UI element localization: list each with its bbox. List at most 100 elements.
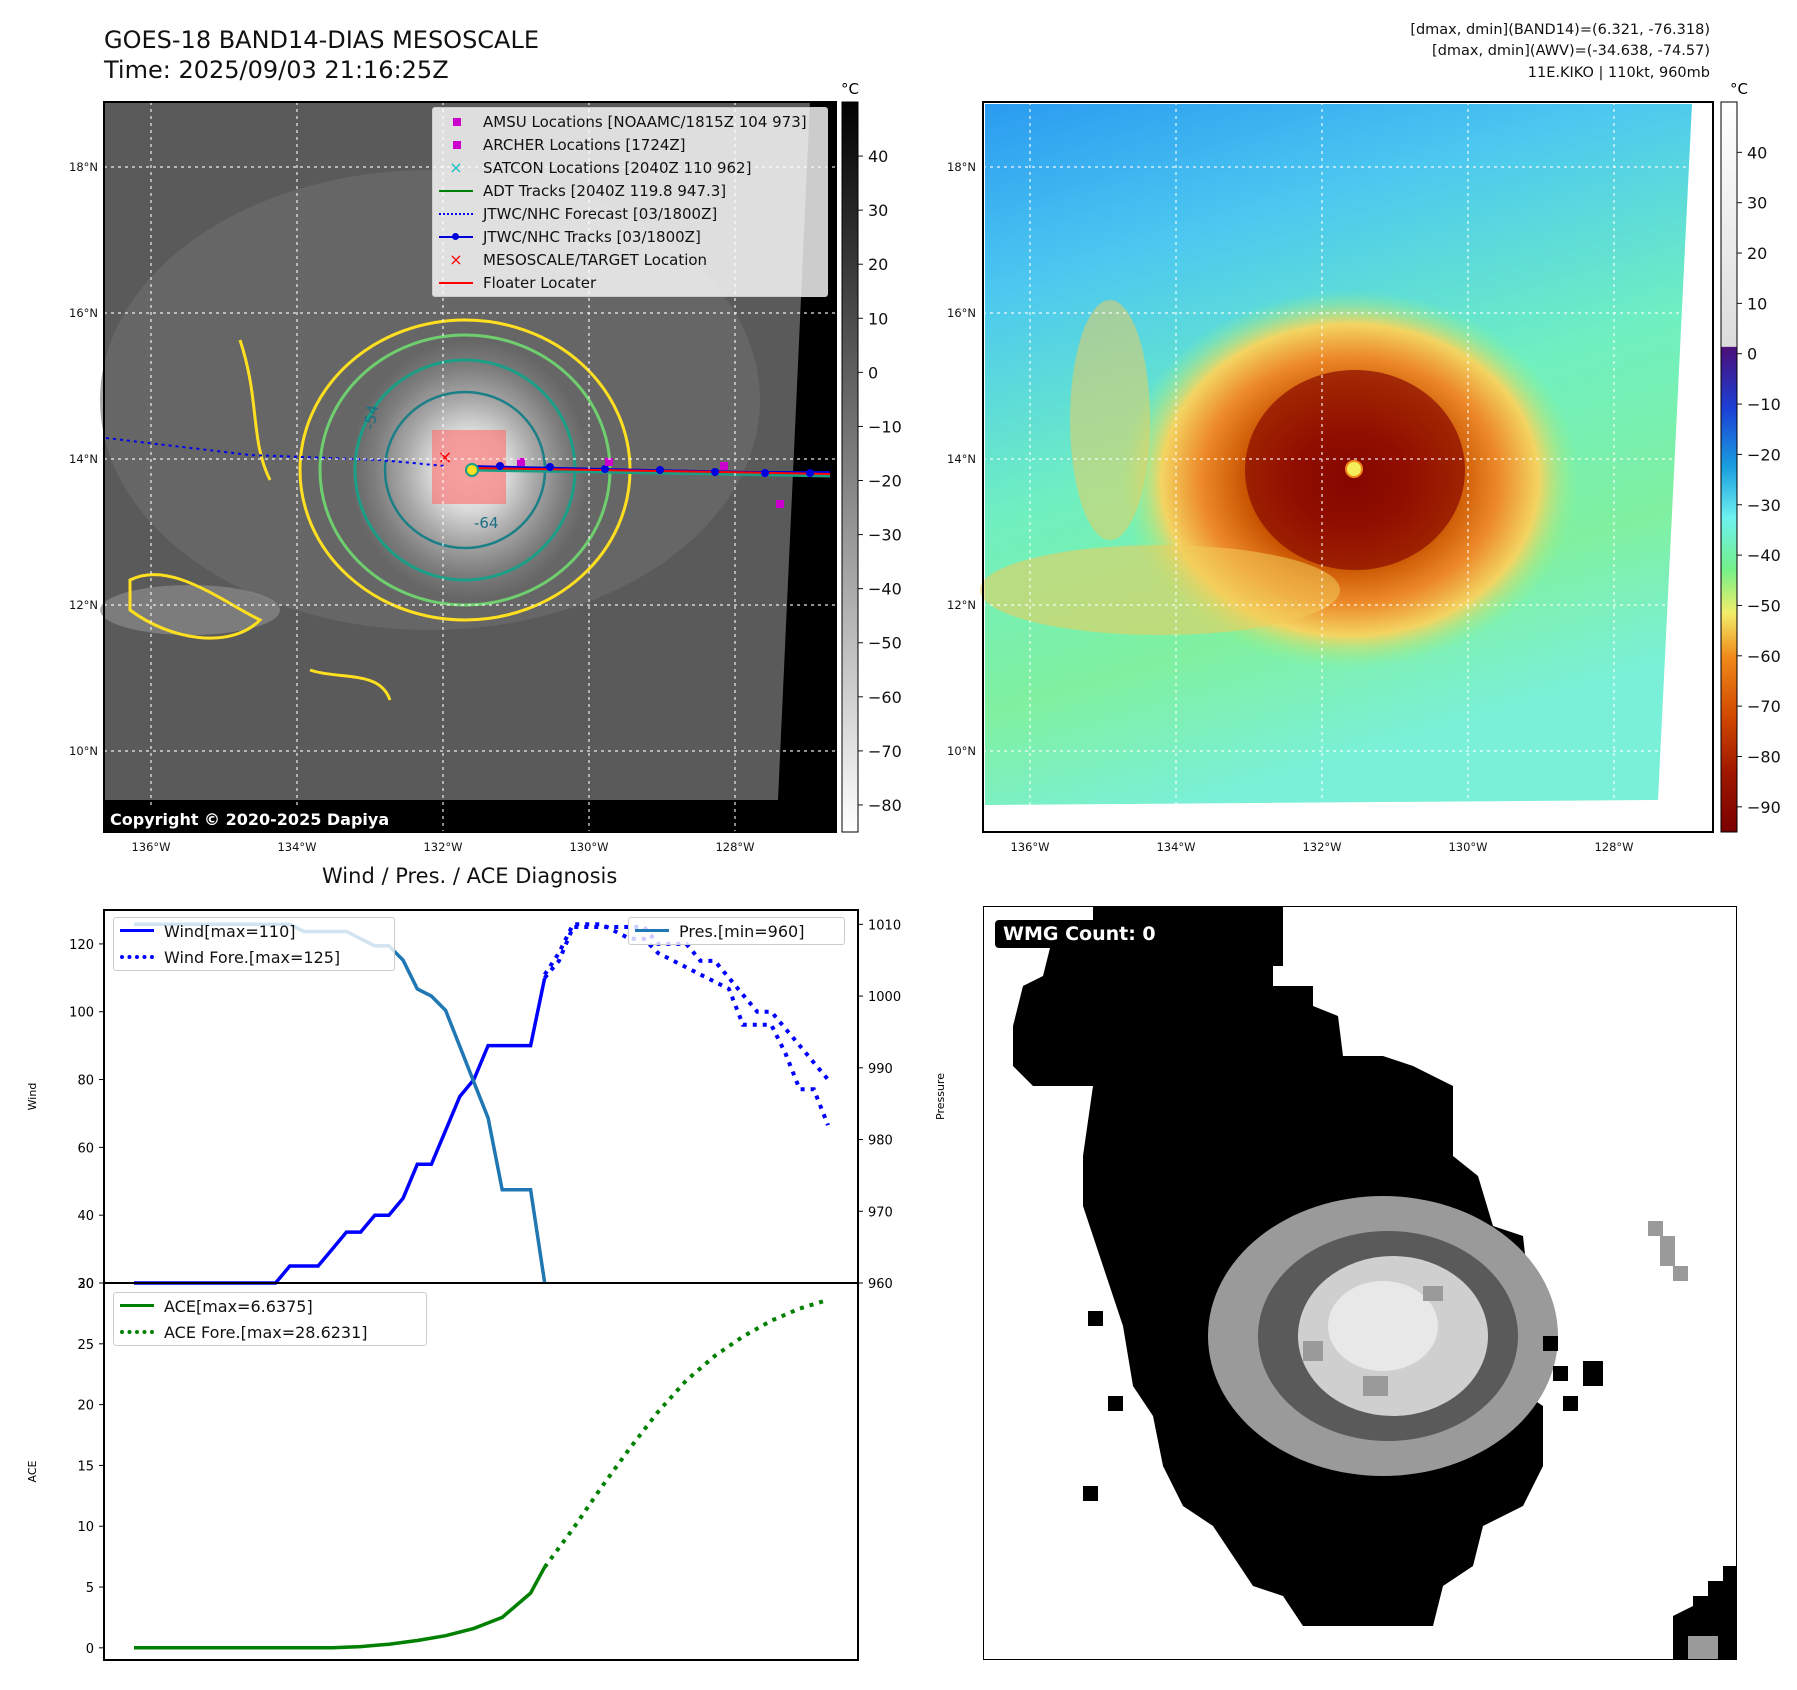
ace-axis-ytick-label: 0 xyxy=(86,1642,94,1657)
svg-text:14°N: 14°N xyxy=(947,452,976,466)
wv-colorbar-tick-label: −50 xyxy=(1747,596,1781,615)
wv-colorbar-tick-label: −40 xyxy=(1747,546,1781,565)
svg-text:128°W: 128°W xyxy=(715,840,754,854)
ir-colorbar-tick-label: 30 xyxy=(868,201,888,220)
ace-series-line xyxy=(134,1566,547,1650)
pressure-axis-ytick-label: 1010 xyxy=(868,918,901,933)
svg-text:132°W: 132°W xyxy=(1302,840,1341,854)
ir-lat-labels: 18°N 16°N 14°N 12°N 10°N xyxy=(69,160,98,758)
forecast-track xyxy=(105,437,446,467)
pressure-axis-ytick-label: 970 xyxy=(868,1205,893,1220)
wind-axis-ylabel: Wind xyxy=(26,1083,39,1111)
page-time: Time: 2025/09/03 21:16:25Z xyxy=(104,56,449,84)
band14-range: [dmax, dmin](BAND14)=(6.321, -76.318) xyxy=(1410,22,1710,38)
wv-colorbar-tick-label: −80 xyxy=(1747,747,1781,766)
wv-colorbar-tick-label: 0 xyxy=(1747,345,1757,364)
ir-colorbar-tick-label: −40 xyxy=(868,580,902,599)
svg-text:18°N: 18°N xyxy=(947,160,976,174)
svg-text:12°N: 12°N xyxy=(69,598,98,612)
ace-axis-frame xyxy=(103,1282,859,1661)
wind-axis-ytick-label: 80 xyxy=(77,1074,94,1089)
storm-info: 11E.KIKO | 110kt, 960mb xyxy=(1527,65,1710,81)
ace-axis-ytick-label: 10 xyxy=(77,1520,94,1535)
wv-colorbar-tick-label: −10 xyxy=(1747,395,1781,414)
ace-axis-ytick-label: 5 xyxy=(86,1581,94,1596)
ir-colorbar-tick-label: −20 xyxy=(868,472,902,491)
ir-colorbar-tick-label: −50 xyxy=(868,634,902,653)
svg-text:14°N: 14°N xyxy=(69,452,98,466)
wind-axis-ytick-label: 120 xyxy=(69,938,94,953)
wind-axis-ytick-label: 100 xyxy=(69,1006,94,1021)
page-title: GOES-18 BAND14-DIAS MESOSCALE xyxy=(104,26,540,54)
pressure-forecast-line xyxy=(543,922,830,1126)
ir-colorbar-tick-label: −80 xyxy=(868,796,902,815)
svg-text:16°N: 16°N xyxy=(947,306,976,320)
svg-text:130°W: 130°W xyxy=(1448,840,1487,854)
svg-text:130°W: 130°W xyxy=(569,840,608,854)
pressure-axis-ytick-label: 980 xyxy=(868,1134,893,1149)
wv-lat-labels: 18°N 16°N 14°N 12°N 10°N xyxy=(947,160,976,758)
svg-text:10°N: 10°N xyxy=(947,744,976,758)
awv-range: [dmax, dmin](AWV)=(-34.638, -74.57) xyxy=(1432,43,1710,59)
pressure-axis-ylabel: Pressure xyxy=(934,1073,947,1120)
pressure-axis-ytick-label: 960 xyxy=(868,1277,893,1292)
ir-colorbar-tick-label: −70 xyxy=(868,742,902,761)
wv-colorbar-tick-label: −60 xyxy=(1747,647,1781,666)
ace-forecast-line xyxy=(543,1297,829,1569)
pressure-axis-ytick-label: 1000 xyxy=(868,990,901,1005)
svg-text:134°W: 134°W xyxy=(277,840,316,854)
ir-colorbar-tick-label: 20 xyxy=(868,255,888,274)
wind-series-line xyxy=(134,977,547,1285)
ir-colorbar-tick-label: −10 xyxy=(868,417,902,436)
ir-colorbar-tick-label: 40 xyxy=(868,147,888,166)
wind-axis-ytick-label: 20 xyxy=(77,1277,94,1292)
ir-colorbar xyxy=(841,101,859,833)
ir-colorbar-tick-label: 0 xyxy=(868,363,878,382)
svg-text:16°N: 16°N xyxy=(69,306,98,320)
wv-colorbar-tick-label: 40 xyxy=(1747,143,1767,162)
diagnosis-chart: 20406080100120Wind96097098099010001010Pr… xyxy=(26,909,947,1661)
ace-axis-ytick-label: 20 xyxy=(77,1399,94,1414)
ir-panel: -54 -64 × 40 30 20 10 0 −10 −20 −30 −40 −50 −60 −70… xyxy=(69,80,1781,854)
storm-eye xyxy=(465,463,479,477)
svg-text:136°W: 136°W xyxy=(131,840,170,854)
svg-text:18°N: 18°N xyxy=(69,160,98,174)
target-x-marker: × xyxy=(437,447,452,468)
wmg-panel xyxy=(983,906,1737,1660)
wind-axis-ytick-label: 60 xyxy=(77,1141,94,1156)
svg-text:10°N: 10°N xyxy=(69,744,98,758)
ir-colorbar-tick-label: −60 xyxy=(868,688,902,707)
wv-colorbar xyxy=(1720,101,1738,833)
ir-legend: AMSU Locations [NOAAMC/1815Z 104 973] AR… xyxy=(432,107,828,297)
wv-colorbar-tick-label: 20 xyxy=(1747,244,1767,263)
ace-axis-ytick-label: 15 xyxy=(77,1459,94,1474)
ir-colorbar-unit: °C xyxy=(841,80,859,98)
wv-colorbar-tick-label: 10 xyxy=(1747,294,1767,313)
ir-colorbar-ticks: 40 30 20 10 0 −10 −20 −30 −40 −50 −60 −70 −80 xyxy=(858,147,902,815)
wv-lon-labels: 136°W 134°W 132°W 130°W 128°W xyxy=(1010,840,1633,854)
wv-colorbar-ticks: 40 30 20 10 0 −10 −20 −30 −40 −50 −60 −70 −80 −90 xyxy=(1737,143,1781,817)
svg-text:128°W: 128°W xyxy=(1594,840,1633,854)
wind-axis-ytick-label: 40 xyxy=(77,1209,94,1224)
ace-axis-ytick-label: 30 xyxy=(77,1277,94,1292)
diagnosis-title: Wind / Pres. / ACE Diagnosis xyxy=(322,864,618,888)
ir-colorbar-tick-label: −30 xyxy=(868,526,902,545)
contour-label-54: -54 xyxy=(360,403,382,430)
svg-text:134°W: 134°W xyxy=(1156,840,1195,854)
ace-legend: ACE[max=6.6375] ACE Fore.[max=28.6231] xyxy=(113,1292,427,1346)
ir-colorbar-tick-label: 10 xyxy=(868,309,888,328)
wv-colorbar-tick-label: −90 xyxy=(1747,798,1781,817)
wv-colorbar-tick-label: −30 xyxy=(1747,496,1781,515)
svg-text:136°W: 136°W xyxy=(1010,840,1049,854)
svg-text:132°W: 132°W xyxy=(423,840,462,854)
ir-lon-labels: 136°W 134°W 132°W 130°W 128°W xyxy=(131,840,754,854)
ace-axis-ylabel: ACE xyxy=(26,1460,39,1482)
wind-legend: Wind[max=110] Wind Fore.[max=125] xyxy=(113,917,395,971)
svg-text:12°N: 12°N xyxy=(947,598,976,612)
wv-gridlines xyxy=(983,102,1713,832)
wmg-count-label: WMG Count: 0 xyxy=(995,920,1164,948)
wv-colorbar-tick-label: −70 xyxy=(1747,697,1781,716)
pressure-legend: Pres.[min=960] xyxy=(628,917,845,945)
contour-label-64: -64 xyxy=(474,514,499,532)
pressure-series-line xyxy=(134,922,547,1284)
